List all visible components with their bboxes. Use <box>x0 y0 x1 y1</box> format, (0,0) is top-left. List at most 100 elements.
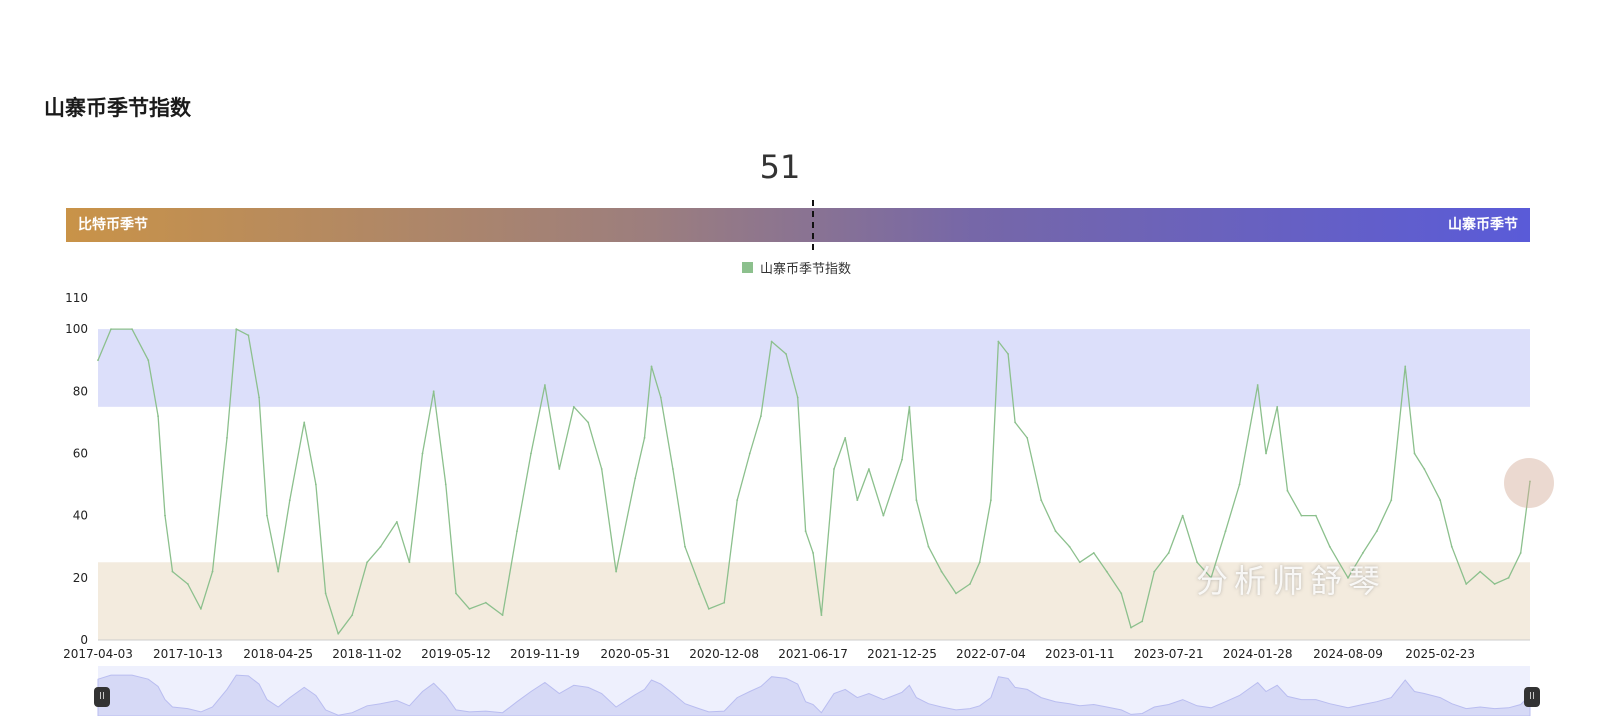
data-point <box>707 608 710 610</box>
data-point <box>110 328 112 330</box>
data-point <box>723 601 726 604</box>
data-point <box>684 545 686 548</box>
data-point <box>1439 499 1442 501</box>
data-point <box>1328 545 1331 548</box>
data-point <box>615 570 618 573</box>
data-point <box>600 468 603 470</box>
data-point <box>901 458 903 461</box>
data-point <box>856 499 859 501</box>
data-point <box>643 437 646 439</box>
data-point <box>1450 545 1453 548</box>
data-point <box>868 468 870 470</box>
data-point <box>1286 489 1289 492</box>
data-point <box>1479 570 1482 573</box>
series-layer <box>97 328 1531 635</box>
data-point <box>804 530 807 533</box>
data-point <box>1210 576 1213 579</box>
data-point <box>1507 576 1510 579</box>
legend[interactable]: 山寨币季节指数 <box>742 258 851 277</box>
floating-knob[interactable] <box>1504 458 1554 508</box>
page-title: 山寨币季节指数 <box>44 96 191 120</box>
data-point <box>940 570 943 573</box>
data-point <box>432 390 435 393</box>
data-point <box>587 421 590 424</box>
data-point <box>1130 626 1132 629</box>
data-point <box>1092 552 1095 554</box>
data-point <box>516 530 518 533</box>
data-point <box>1153 570 1156 573</box>
bands-layer <box>98 329 1530 640</box>
data-point <box>1390 499 1393 501</box>
data-point <box>1224 530 1227 533</box>
y-tick-label: 60 <box>73 446 88 460</box>
data-point <box>1167 552 1170 554</box>
data-point <box>1026 437 1029 439</box>
data-point <box>1361 552 1364 554</box>
x-tick-label: 2019-05-12 <box>421 647 491 661</box>
x-tick-label: 2021-12-25 <box>867 647 937 661</box>
data-point <box>844 437 847 439</box>
x-tick-label: 2024-08-09 <box>1313 647 1383 661</box>
data-point <box>1238 483 1241 486</box>
data-point <box>969 583 971 585</box>
data-point <box>1014 421 1017 424</box>
data-point <box>444 483 447 486</box>
data-point <box>833 468 835 470</box>
data-point <box>324 592 327 595</box>
data-point <box>698 583 700 585</box>
data-point <box>1141 620 1144 623</box>
data-point <box>1068 545 1071 548</box>
data-point <box>997 340 1000 343</box>
data-point <box>812 552 814 554</box>
x-tick-label: 2017-04-03 <box>63 647 133 661</box>
data-point <box>1465 583 1468 585</box>
data-point <box>978 561 981 564</box>
data-point <box>1493 583 1496 585</box>
data-point <box>421 452 424 455</box>
data-point <box>147 359 150 362</box>
data-point <box>1519 552 1522 554</box>
data-point <box>796 396 799 399</box>
data-point <box>1300 514 1303 517</box>
x-tick-label: 2018-04-25 <box>243 647 313 661</box>
gauge-marker <box>811 200 816 250</box>
data-point <box>1265 452 1267 455</box>
data-point <box>247 334 250 337</box>
data-point <box>990 499 992 501</box>
data-point <box>314 483 317 486</box>
zoom-slider <box>97 666 1531 716</box>
data-point <box>736 499 739 501</box>
data-point <box>760 415 762 418</box>
data-point <box>1413 452 1416 455</box>
data-point <box>288 499 291 501</box>
data-point <box>1007 353 1010 355</box>
data-point <box>558 468 561 470</box>
x-tick-label: 2023-07-21 <box>1134 647 1204 661</box>
data-point <box>572 405 575 408</box>
data-point <box>1054 530 1057 533</box>
data-point <box>211 570 214 573</box>
data-point <box>634 477 637 480</box>
x-tick-label: 2022-07-04 <box>956 647 1026 661</box>
data-point <box>303 421 306 424</box>
zoom-preview-area <box>97 674 1531 716</box>
zoom-handle-right[interactable]: II <box>1524 687 1540 707</box>
data-point <box>171 570 174 573</box>
data-point <box>1276 405 1279 408</box>
data-point <box>379 545 382 548</box>
x-tick-label: 2017-10-13 <box>153 647 223 661</box>
data-point <box>235 328 238 330</box>
gauge-right-label: 山寨币季节 <box>1448 217 1518 233</box>
zoom-handle-left[interactable]: II <box>94 687 110 707</box>
data-point <box>1347 576 1349 579</box>
data-point <box>1314 514 1317 517</box>
watermark: 分析师舒琴 <box>1196 562 1387 600</box>
gauge-left-label: 比特币季节 <box>78 217 148 233</box>
data-point <box>915 499 918 501</box>
data-point <box>882 514 885 517</box>
data-point <box>672 468 674 470</box>
data-point <box>157 415 159 418</box>
data-point <box>366 561 368 564</box>
data-point <box>820 614 823 617</box>
x-tick-label: 2024-01-28 <box>1223 647 1293 661</box>
